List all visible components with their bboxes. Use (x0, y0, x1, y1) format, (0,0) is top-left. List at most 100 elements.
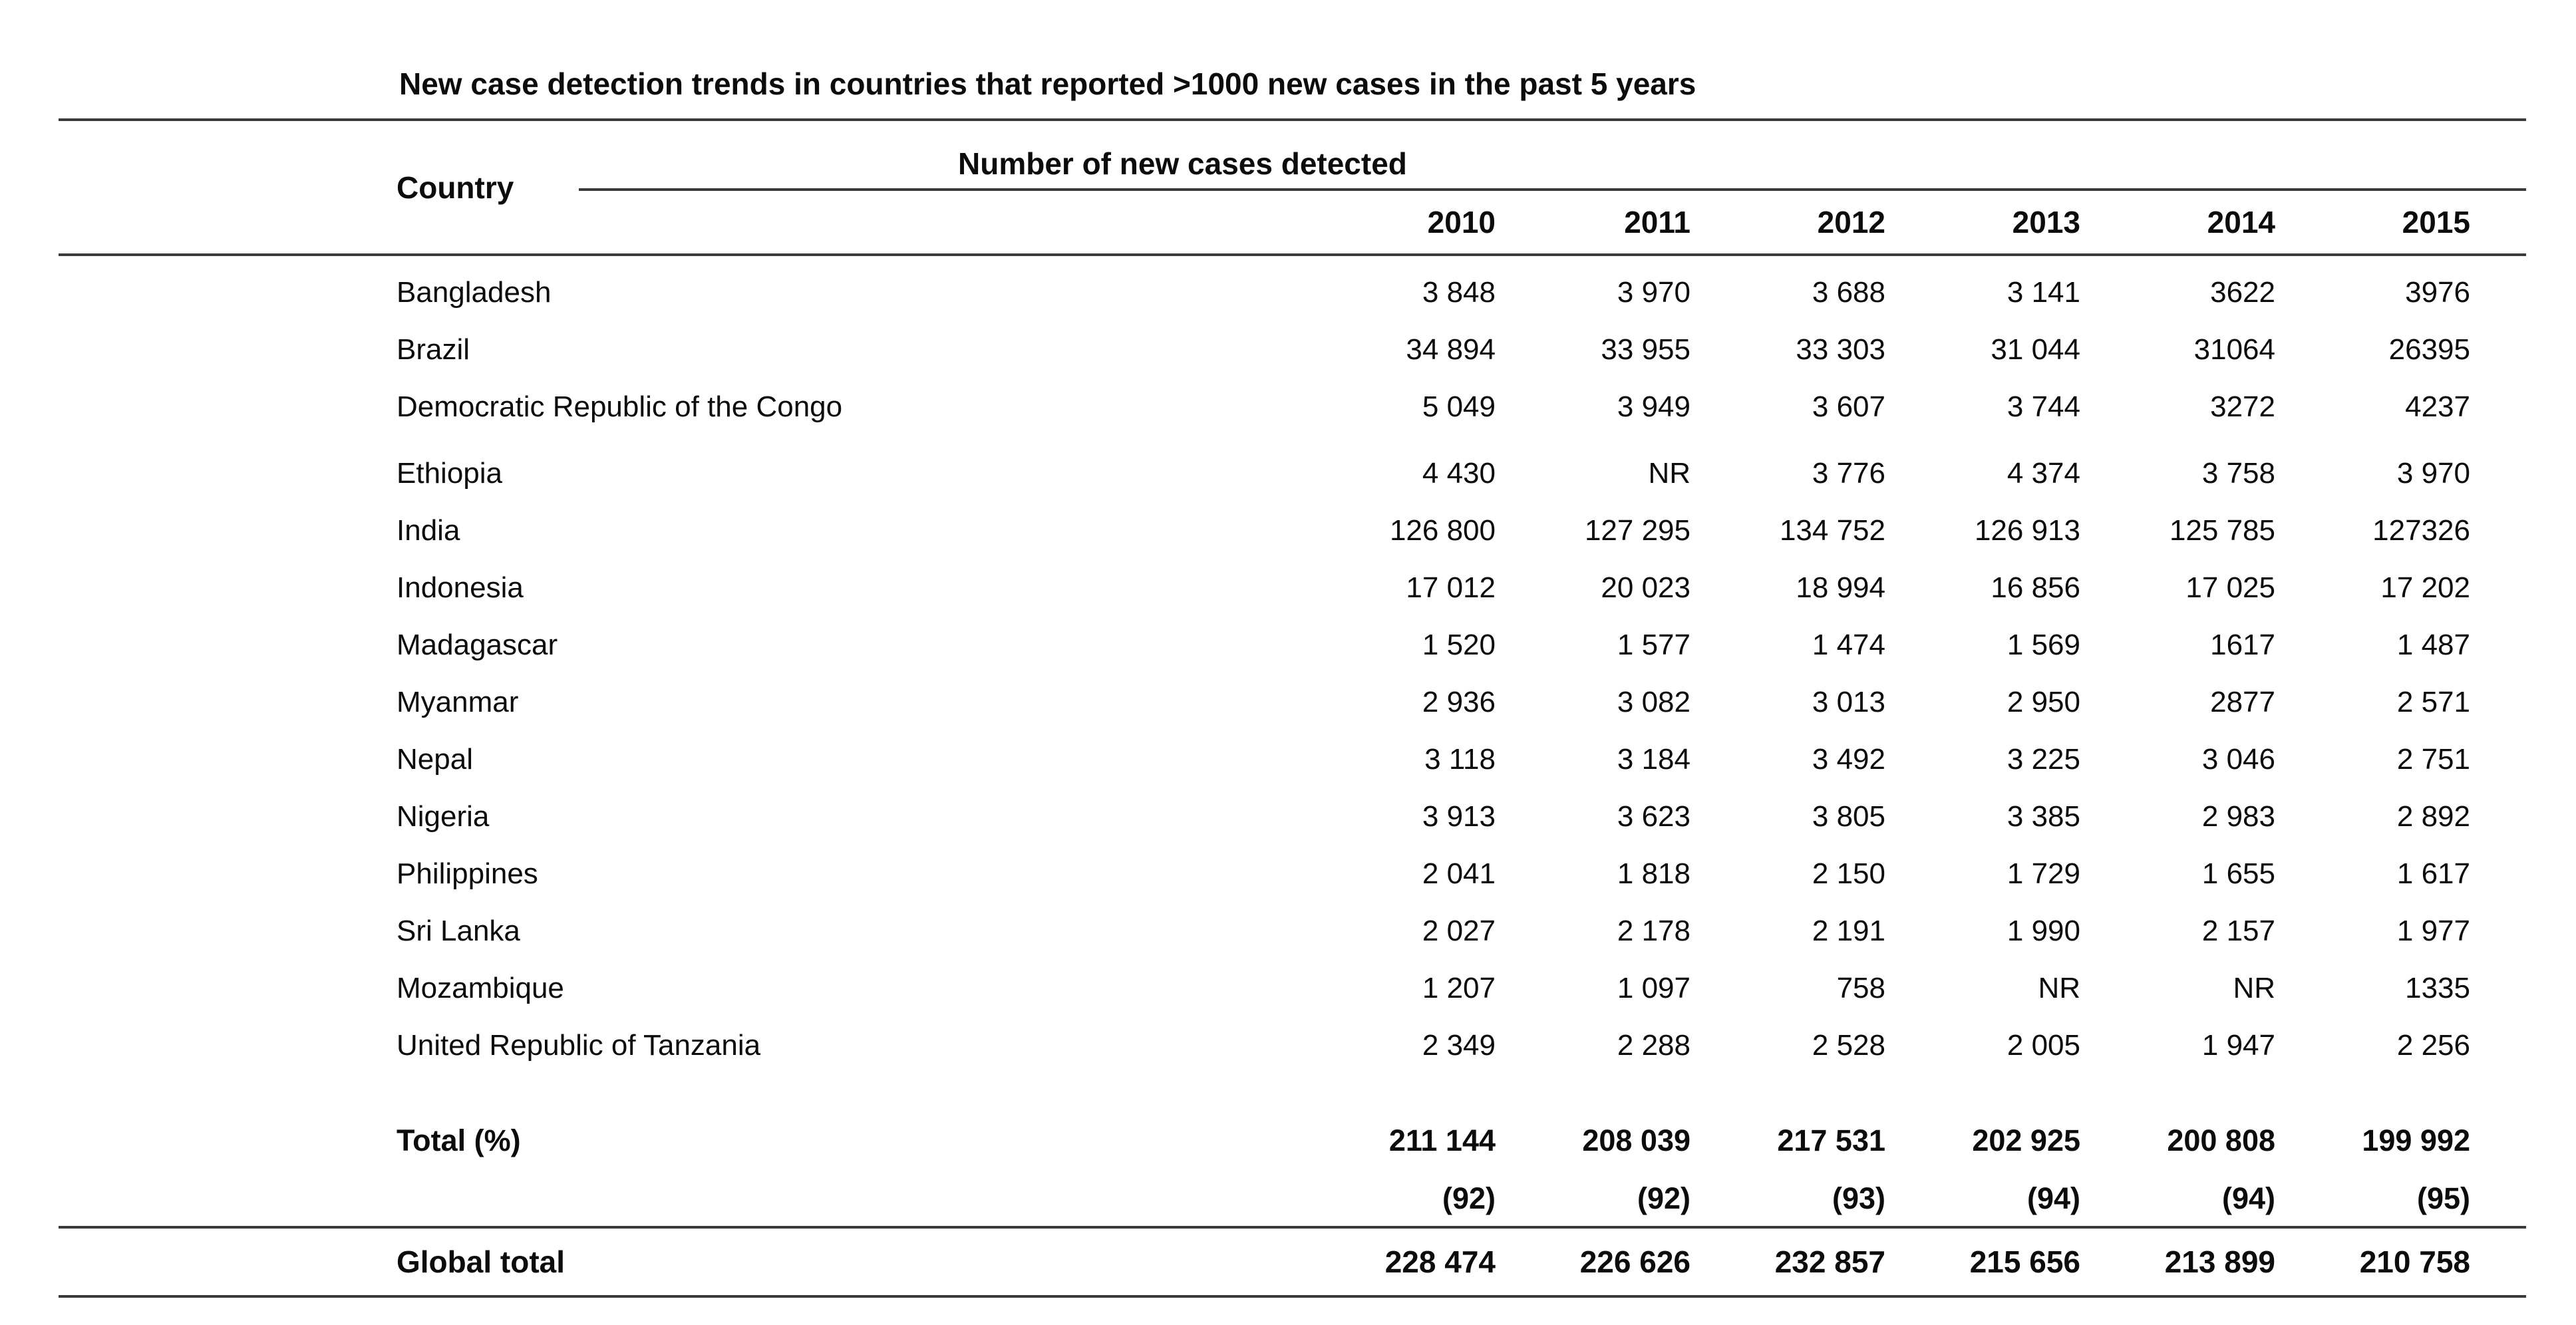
value-cell: 2 571 (2396, 686, 2470, 718)
value-cell: 1 569 (2007, 629, 2080, 661)
total-value-cell: 199 992 (2362, 1123, 2470, 1157)
total-label: Total (%) (397, 1123, 521, 1157)
year-header: 2014 (2207, 205, 2275, 239)
value-cell: 3 013 (1812, 686, 1885, 718)
value-cell: 3 688 (1812, 276, 1885, 309)
global-total-row: Global total 228 474 226 626 232 857 215… (59, 1226, 2526, 1295)
value-cell: 758 (1836, 972, 1885, 1004)
percent-cell: (94) (2221, 1181, 2275, 1215)
value-cell: 2 041 (1422, 857, 1496, 890)
total-value-cell: 208 039 (1582, 1123, 1690, 1157)
country-cell: Indonesia (397, 571, 524, 604)
global-value-cell: 232 857 (1774, 1245, 1885, 1279)
value-cell: 3 184 (1617, 743, 1690, 776)
table-row: Indonesia 17 012 20 023 18 994 16 856 17 025 1… (59, 559, 2526, 617)
value-cell: 4237 (2405, 390, 2470, 423)
value-cell: 2 005 (2007, 1029, 2080, 1062)
value-cell: 3 082 (1617, 686, 1690, 718)
value-cell: 1 947 (2201, 1029, 2275, 1062)
country-header-cell: Country (59, 121, 579, 253)
value-cell: NR (2233, 972, 2275, 1004)
group-header-cell: Number of new cases detected (579, 121, 2526, 191)
value-cell: 33 303 (1796, 333, 1885, 366)
country-cell: Myanmar (397, 686, 519, 718)
value-cell: 1 818 (1617, 857, 1690, 890)
value-cell: 3 492 (1812, 743, 1885, 776)
value-cell: 3 913 (1422, 800, 1496, 833)
group-column-header: Number of new cases detected (958, 146, 1407, 181)
value-cell: 2 256 (2396, 1029, 2470, 1062)
country-cell: Democratic Republic of the Congo (397, 390, 843, 423)
value-cell: 4 374 (2007, 457, 2080, 490)
value-cell: 2 178 (1617, 915, 1690, 947)
value-cell: 2 950 (2007, 686, 2080, 718)
value-cell: 2 027 (1422, 915, 1496, 947)
value-cell: 3 805 (1812, 800, 1885, 833)
value-cell: 1617 (2210, 629, 2275, 661)
percent-cell: (92) (1637, 1181, 1690, 1215)
table-row: United Republic of Tanzania 2 349 2 288 2 5… (59, 1017, 2526, 1074)
value-cell: 1 977 (2396, 915, 2470, 947)
value-cell: 127326 (2372, 514, 2470, 547)
value-cell: 2 936 (1422, 686, 1496, 718)
country-cell: Brazil (397, 333, 470, 366)
table-body: Bangladesh 3 848 3 970 3 688 3 141 3622 3976 Br… (59, 256, 2526, 1074)
value-cell: 33 955 (1601, 333, 1690, 366)
year-header-row: 2010 2011 2012 2013 2014 2015 (579, 191, 2526, 253)
value-cell: 3 118 (1424, 743, 1496, 776)
value-cell: 1 990 (2007, 915, 2080, 947)
global-value-cell: 226 626 (1579, 1245, 1690, 1279)
value-cell: 1 487 (2396, 629, 2470, 661)
year-header: 2015 (2402, 205, 2470, 239)
year-header: 2011 (1624, 205, 1690, 239)
value-cell: 3 949 (1617, 390, 1690, 423)
table-row: Sri Lanka 2 027 2 178 2 191 1 990 2 157 1 977 (59, 903, 2526, 960)
country-cell: Mozambique (397, 972, 564, 1004)
value-cell: 18 994 (1796, 571, 1885, 604)
value-cell: 3 758 (2201, 457, 2275, 490)
year-header: 2012 (1817, 205, 1885, 239)
country-cell: Bangladesh (397, 276, 552, 309)
value-cell: 1 729 (2007, 857, 2080, 890)
percent-cell: (94) (2026, 1181, 2080, 1215)
global-value-cell: 228 474 (1384, 1245, 1496, 1279)
value-cell: NR (2038, 972, 2080, 1004)
value-cell: 3622 (2210, 276, 2275, 309)
value-cell: 2 751 (2396, 743, 2470, 776)
value-cell: 3272 (2210, 390, 2275, 423)
global-value-cell: 215 656 (1969, 1245, 2080, 1279)
value-cell: 3 623 (1617, 800, 1690, 833)
country-cell: United Republic of Tanzania (397, 1029, 761, 1062)
years-header-group: Number of new cases detected 2010 2011 2… (579, 121, 2526, 253)
year-header: 2010 (1427, 205, 1496, 239)
value-cell: 3 970 (2396, 457, 2470, 490)
value-cell: 2 150 (1812, 857, 1885, 890)
table-row: Nepal 3 118 3 184 3 492 3 225 3 046 2 751 (59, 731, 2526, 788)
value-cell: 3 607 (1812, 390, 1885, 423)
value-cell: 2 191 (1812, 915, 1885, 947)
table-header: Country Number of new cases detected 201… (59, 121, 2526, 256)
page-title: New case detection trends in countries t… (399, 66, 1696, 101)
value-cell: 16 856 (1991, 571, 2080, 604)
value-cell: 126 800 (1389, 514, 1496, 547)
table-row: Bangladesh 3 848 3 970 3 688 3 141 3622 3976 (59, 264, 2526, 321)
percent-cell: (92) (1442, 1181, 1496, 1215)
value-cell: 2 528 (1812, 1029, 1885, 1062)
table-row: Madagascar 1 520 1 577 1 474 1 569 1617 1 487 (59, 617, 2526, 674)
value-cell: 2 288 (1617, 1029, 1690, 1062)
value-cell: 2877 (2210, 686, 2275, 718)
value-cell: 17 012 (1406, 571, 1496, 604)
value-cell: 31 044 (1991, 333, 2080, 366)
value-cell: 126 913 (1974, 514, 2080, 547)
total-value-cell: 217 531 (1777, 1123, 1885, 1157)
value-cell: 20 023 (1601, 571, 1690, 604)
value-cell: 1 655 (2201, 857, 2275, 890)
table-row: India 126 800 127 295 134 752 126 913 125 785… (59, 502, 2526, 559)
value-cell: 3 141 (2007, 276, 2080, 309)
value-cell: 2 157 (2201, 915, 2275, 947)
global-total-label: Global total (397, 1245, 565, 1279)
total-value-cell: 211 144 (1388, 1123, 1496, 1157)
country-cell: India (397, 514, 460, 547)
value-cell: 1 207 (1422, 972, 1496, 1004)
value-cell: 1 577 (1617, 629, 1690, 661)
